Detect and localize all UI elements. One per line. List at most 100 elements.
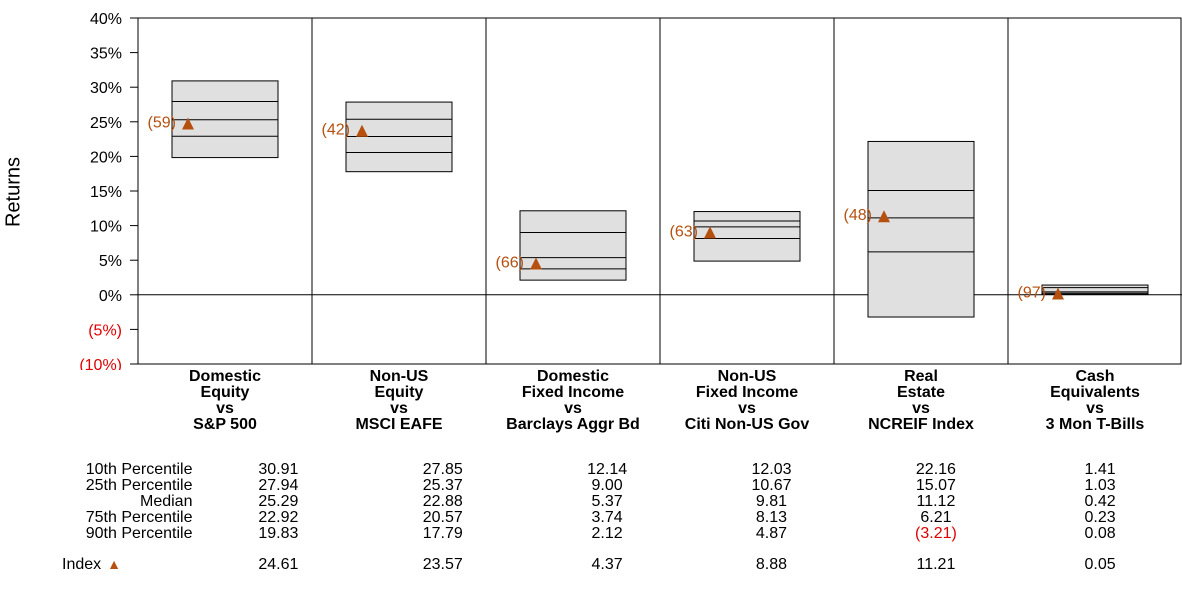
y-axis-label: Returns (2, 156, 25, 228)
index-rank-label: (42) (322, 122, 350, 139)
index-marker (182, 117, 194, 130)
index-marker (1052, 287, 1064, 300)
table-cell: 15.07 (915, 477, 956, 494)
category-label-line: Estate (896, 384, 946, 401)
table-cell: 9.00 (591, 477, 623, 494)
category-label-line: Equivalents (1050, 384, 1140, 401)
table-cell: 8.13 (755, 509, 788, 526)
y-tick-label: 0% (99, 288, 122, 305)
table-cell: 0.05 (1084, 555, 1116, 573)
y-tick-label: 35% (90, 46, 122, 63)
category-label-line: vs (390, 400, 408, 417)
table-cell: 25.29 (258, 493, 299, 510)
table-cell: 17.79 (422, 525, 463, 542)
percentile-box (171, 80, 279, 159)
category-label-line: Barclays Aggr Bd (506, 416, 640, 433)
table-cell: 22.88 (422, 493, 463, 510)
table-cell: 1.03 (1084, 477, 1116, 494)
index-row: Index ▲ 24.61 23.57 4.37 8.88 11.21 0.05 (0, 556, 1182, 573)
index-rank-label: (97) (1018, 284, 1046, 301)
index-marker (530, 257, 542, 270)
index-rank-label: (66) (496, 255, 524, 272)
table-cell: 23.57 (422, 555, 463, 573)
table-cell: 27.94 (258, 477, 299, 494)
table-cell: 8.88 (755, 555, 788, 573)
row-label: 25th Percentile (85, 477, 193, 494)
percentile-row: 25th Percentile 27.94 25.37 9.00 10.67 15.07 1… (0, 478, 1182, 494)
category-label: Domestic Fixed Income vs Barclays Aggr Bd (486, 369, 660, 433)
table-cell: 25.37 (422, 477, 463, 494)
table-cell: 19.83 (258, 525, 299, 542)
table-cell: 4.37 (591, 555, 623, 573)
percentile-row: 10th Percentile 30.91 27.85 12.14 12.03 22.16… (0, 462, 1182, 478)
category-label-line: Non-US (717, 368, 777, 385)
category-label-line: Real (904, 368, 938, 385)
table-cell: 27.85 (422, 461, 463, 478)
table-cell: 24.61 (258, 555, 299, 573)
category-label-line: Equity (374, 384, 424, 401)
category-label-line: Cash (1075, 368, 1115, 385)
table-cell: 12.14 (587, 461, 628, 478)
category-label-line: NCREIF Index (868, 416, 974, 433)
row-label: Median (139, 493, 193, 510)
index-rank-label: (59) (148, 114, 176, 131)
table-cell: 2.12 (591, 525, 623, 542)
y-tick-label: 30% (90, 80, 122, 97)
table-cell: 11.12 (916, 493, 956, 510)
index-rank-label: (48) (844, 207, 872, 224)
index-marker (878, 210, 890, 223)
table-cell: 3.74 (591, 509, 623, 526)
table-cell: 0.42 (1084, 493, 1116, 510)
y-tick-label: 15% (90, 184, 122, 201)
table-cell: 1.41 (1084, 461, 1116, 478)
category-label: Domestic Equity vs S&P 500 (138, 369, 312, 433)
percentile-box (867, 140, 975, 318)
index-marker (356, 124, 368, 137)
y-tick-label: 20% (90, 149, 122, 166)
percentile-box (1041, 284, 1149, 295)
category-label-line: vs (1086, 400, 1104, 417)
index-marker (704, 226, 716, 239)
y-tick-label: 40% (90, 11, 122, 28)
table-cell: 6.21 (920, 509, 952, 526)
category-label-line: Fixed Income (521, 384, 625, 401)
table-cell: 0.23 (1084, 509, 1116, 526)
table-cell: 5.37 (591, 493, 623, 510)
table-cell: 22.92 (258, 509, 299, 526)
category-label-line: vs (912, 400, 930, 417)
table-cell: 4.87 (755, 525, 788, 542)
y-tick-label: (5%) (88, 322, 122, 339)
category-label-line: vs (564, 400, 582, 417)
category-label-line: vs (216, 400, 234, 417)
category-label-line: S&P 500 (193, 416, 257, 433)
category-label: Non-US Fixed Income vs Citi Non-US Gov (660, 369, 834, 433)
percentile-row: 75th Percentile 22.92 20.57 3.74 8.13 6.21 0.2… (0, 510, 1182, 526)
category-label-line: vs (738, 400, 756, 417)
category-label-line: 3 Mon T-Bills (1045, 416, 1145, 433)
y-tick-label: (10%) (79, 357, 122, 370)
category-label-line: Fixed Income (695, 384, 799, 401)
category-label-line: MSCI EAFE (355, 416, 443, 433)
percentile-row: Median 25.29 22.88 5.37 9.81 11.12 0.42 (0, 494, 1182, 510)
row-label: 90th Percentile (85, 525, 193, 542)
index-legend-marker: ▲ (107, 556, 121, 572)
y-tick-label: 25% (90, 115, 122, 132)
row-label: 75th Percentile (85, 509, 193, 526)
category-label-line: Citi Non-US Gov (684, 416, 810, 433)
y-tick-label: 5% (99, 253, 122, 270)
percentile-table: 10th Percentile 30.91 27.85 12.14 12.03 22.16… (0, 462, 1182, 573)
percentile-row: 90th Percentile 19.83 17.79 2.12 4.87 (3.21) 0… (0, 526, 1182, 542)
table-cell: 30.91 (258, 461, 299, 478)
category-label: Non-US Equity vs MSCI EAFE (312, 369, 486, 433)
category-label: Cash Equivalents vs 3 Mon T-Bills (1008, 369, 1182, 433)
table-cell: 12.03 (751, 461, 792, 478)
table-cell: 9.81 (755, 493, 788, 510)
percentile-box (519, 210, 627, 281)
table-cell: 10.67 (751, 477, 792, 494)
category-label-line: Domestic (536, 368, 610, 385)
category-label: Real Estate vs NCREIF Index (834, 369, 1008, 433)
row-label: 10th Percentile (85, 461, 193, 478)
index-rank-label: (63) (670, 223, 698, 240)
category-label-line: Domestic (188, 368, 262, 385)
box-plot-chart: 40% 35% 30% 25% 20% 15% 10% 5% 0% (5%) (10%) (59) (4… (79, 11, 1182, 370)
